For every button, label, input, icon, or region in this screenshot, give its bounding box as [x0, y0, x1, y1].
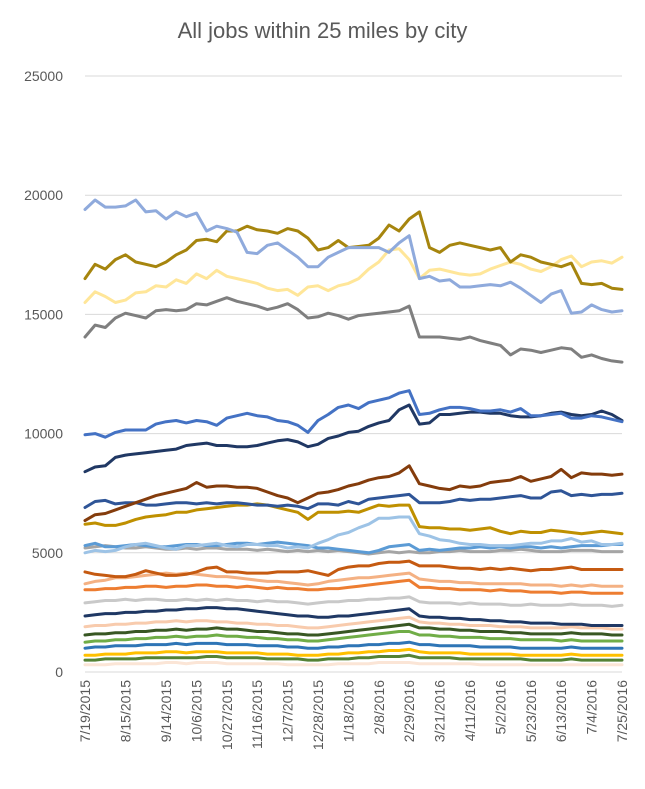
series-line-20	[83, 615, 624, 631]
x-tick-label: 10/27/2015	[219, 680, 235, 750]
series-line-9	[83, 502, 624, 536]
x-tick-label: 12/7/2015	[280, 680, 296, 742]
series-line-17	[83, 606, 624, 627]
series-line-22	[83, 647, 624, 657]
series-line-18	[83, 622, 624, 637]
series-line-7	[83, 464, 624, 523]
x-tick-label: 11/16/2015	[249, 680, 265, 749]
y-tick-label: 10000	[24, 426, 63, 442]
x-tick-label: 3/21/2016	[432, 680, 448, 742]
series-line-5	[83, 389, 624, 439]
x-tick-label: 1/18/2016	[340, 680, 356, 742]
x-tick-label: 10/6/2015	[188, 680, 204, 742]
series-line-1	[83, 198, 624, 315]
y-tick-label: 5000	[32, 545, 63, 561]
x-axis-ticks: 7/19/2015 8/15/2015 9/14/2015 10/6/2015 10/2…	[77, 680, 630, 750]
x-tick-label: 2/8/2016	[371, 680, 387, 735]
series-line-11	[83, 540, 624, 555]
series-line-21	[83, 640, 624, 650]
chart-title: All jobs within 25 miles by city	[177, 18, 468, 43]
series-line-8	[83, 489, 624, 511]
x-tick-label: 9/14/2015	[158, 680, 174, 742]
series-line-3	[83, 247, 624, 304]
series-lines	[83, 198, 624, 667]
series-line-2	[83, 210, 624, 291]
x-tick-label: 7/25/2016	[614, 680, 630, 742]
y-tick-label: 20000	[24, 187, 63, 203]
x-tick-label: 6/13/2016	[553, 680, 569, 742]
x-tick-label: 2/29/2016	[401, 680, 417, 742]
series-line-4	[83, 296, 624, 364]
series-line-13	[83, 559, 624, 579]
x-tick-label: 5/23/2016	[523, 680, 539, 742]
series-line-19	[83, 630, 624, 644]
y-tick-label: 0	[55, 664, 63, 680]
x-tick-label: 7/19/2015	[77, 680, 93, 742]
gridlines	[85, 75, 622, 673]
series-line-16	[83, 595, 624, 608]
series-line-10	[83, 515, 624, 555]
y-tick-label: 15000	[24, 306, 63, 322]
x-tick-label: 4/11/2016	[462, 680, 478, 741]
series-line-24	[83, 661, 624, 667]
x-tick-label: 7/4/2016	[584, 680, 600, 735]
series-line-15	[83, 578, 624, 595]
series-line-23	[83, 653, 624, 662]
x-tick-label: 5/2/2016	[492, 680, 508, 735]
x-tick-label: 12/28/2015	[310, 680, 326, 750]
y-tick-label: 25000	[24, 68, 63, 84]
y-axis-ticks: 0 5000 10000 15000 20000 25000	[24, 68, 63, 680]
x-tick-label: 8/15/2015	[118, 680, 134, 742]
